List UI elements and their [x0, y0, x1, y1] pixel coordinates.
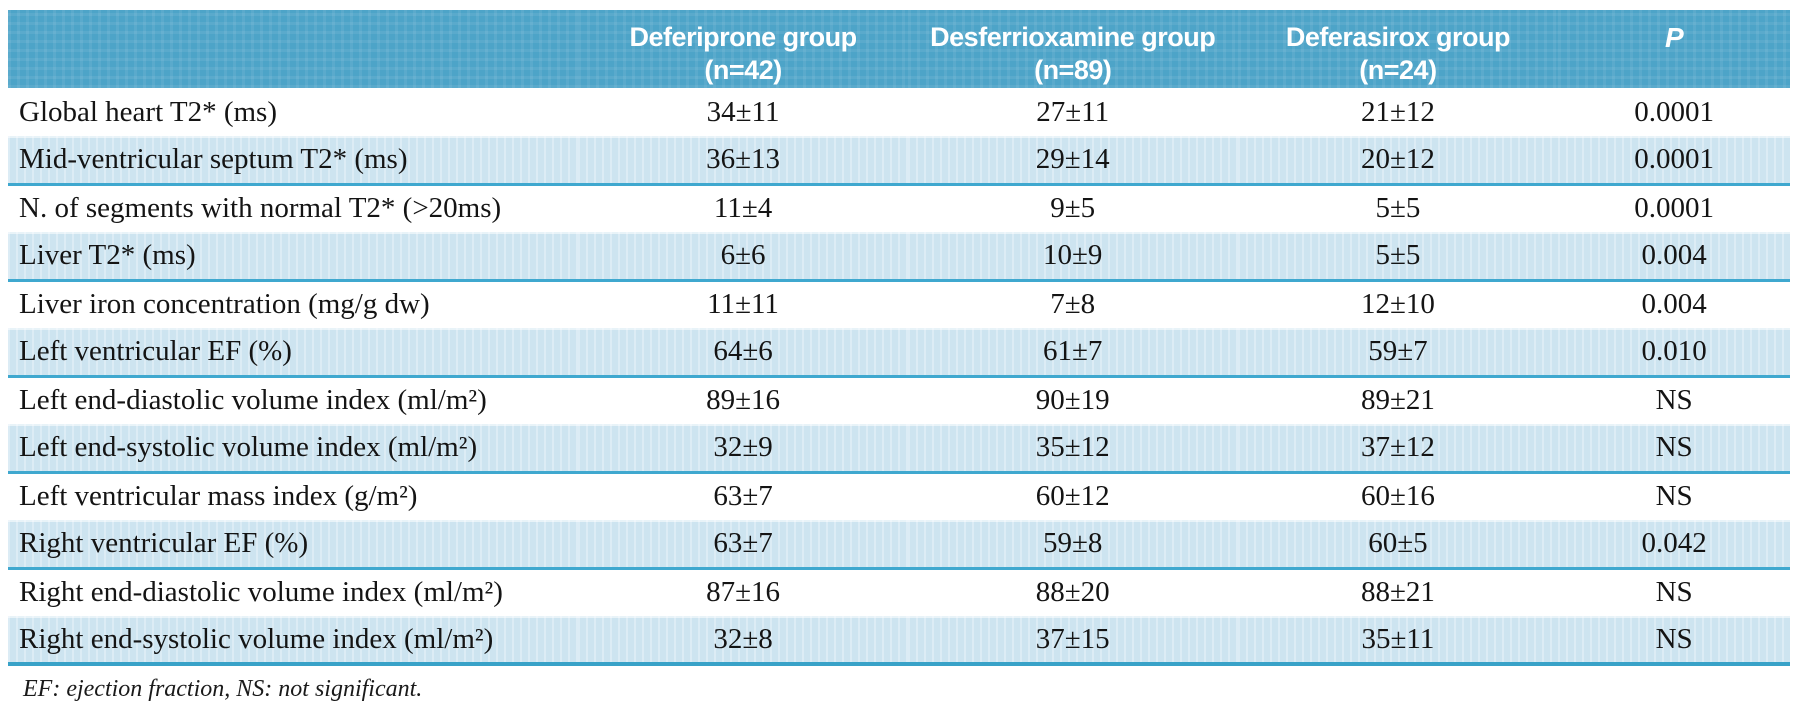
- deferasirox-value-cell: 59±7: [1237, 328, 1559, 378]
- deferasirox-value-cell: 12±10: [1360, 288, 1435, 321]
- row-label-cell: Global heart T2* (ms): [19, 95, 277, 128]
- desferrioxamine-value-cell: 10±9: [907, 232, 1238, 282]
- deferasirox-value-cell: 60±5: [1237, 520, 1559, 570]
- row-label-cell: Mid-ventricular septum T2* (ms): [8, 136, 579, 186]
- row-label-cell: Left ventricular EF (%): [8, 328, 579, 378]
- row-label-cell: Liver iron concentration (mg/g dw): [19, 288, 430, 321]
- desferrioxamine-value-cell: 60±12: [1035, 480, 1110, 513]
- table-row: Mid-ventricular septum T2* (ms) 36±13 29…: [8, 136, 1790, 186]
- column-header-label: Desferrioxamine group: [930, 22, 1216, 52]
- p-value-cell: NS: [1558, 616, 1790, 666]
- desferrioxamine-value-cell: 7±8: [1050, 288, 1096, 321]
- deferiprone-value-cell: 6±6: [578, 232, 908, 282]
- p-value-cell: 0.0001: [1634, 95, 1715, 128]
- deferasirox-value-cell: 5±5: [1237, 232, 1559, 282]
- row-label-cell: N. of segments with normal T2* (>20ms): [19, 192, 502, 225]
- column-header-label: Deferiprone group: [629, 22, 858, 52]
- deferasirox-value-cell: 37±12: [1237, 424, 1559, 474]
- deferasirox-value-cell: 89±21: [1360, 384, 1435, 417]
- deferiprone-value-cell: 63±7: [578, 520, 908, 570]
- deferiprone-value-cell: 34±11: [706, 95, 780, 128]
- table-row: Left ventricular mass index (g/m²) 63±7 …: [8, 472, 1790, 520]
- p-value-cell: NS: [1655, 480, 1693, 513]
- table-row: Liver iron concentration (mg/g dw) 11±11…: [8, 280, 1790, 328]
- results-table: Deferiprone group (n=42) Desferrioxamine…: [8, 10, 1790, 666]
- p-value-cell: NS: [1655, 576, 1693, 609]
- table-row: Right end-systolic volume index (ml/m²) …: [8, 616, 1790, 666]
- row-label-cell: Left ventricular mass index (g/m²): [19, 480, 418, 513]
- deferiprone-value-cell: 64±6: [578, 328, 908, 378]
- row-label-cell: Left end-diastolic volume index (ml/m²): [19, 384, 487, 417]
- column-header-empty: [8, 10, 579, 88]
- row-label-cell: Left end-systolic volume index (ml/m²): [8, 424, 579, 474]
- deferiprone-value-cell: 89±16: [706, 384, 781, 417]
- table-body: Global heart T2* (ms) 34±11 27±11 21±12 …: [8, 88, 1790, 666]
- row-label-cell: Liver T2* (ms): [8, 232, 579, 282]
- table-row: Liver T2* (ms) 6±6 10±9 5±5 0.004: [8, 232, 1790, 282]
- desferrioxamine-value-cell: 37±15: [907, 616, 1238, 666]
- table-row: Right end-diastolic volume index (ml/m²)…: [8, 568, 1790, 616]
- desferrioxamine-value-cell: 35±12: [907, 424, 1238, 474]
- column-header-deferasirox: Deferasirox group (n=24): [1237, 10, 1559, 88]
- desferrioxamine-value-cell: 90±19: [1035, 384, 1110, 417]
- column-header-deferiprone: Deferiprone group (n=42): [578, 10, 908, 88]
- column-header-desferrioxamine: Desferrioxamine group (n=89): [907, 10, 1238, 88]
- table-row: Left end-systolic volume index (ml/m²) 3…: [8, 424, 1790, 474]
- desferrioxamine-value-cell: 27±11: [1036, 95, 1110, 128]
- header-row: Deferiprone group (n=42) Desferrioxamine…: [8, 10, 1790, 88]
- desferrioxamine-value-cell: 9±5: [1050, 192, 1096, 225]
- deferasirox-value-cell: 88±21: [1360, 576, 1435, 609]
- p-value-cell: NS: [1558, 424, 1790, 474]
- deferasirox-value-cell: 20±12: [1237, 136, 1559, 186]
- deferiprone-value-cell: 63±7: [713, 480, 773, 513]
- deferasirox-value-cell: 35±11: [1237, 616, 1559, 666]
- table-row: Right ventricular EF (%) 63±7 59±8 60±5 …: [8, 520, 1790, 570]
- deferiprone-value-cell: 32±8: [578, 616, 908, 666]
- deferiprone-value-cell: 87±16: [706, 576, 781, 609]
- table-header: Deferiprone group (n=42) Desferrioxamine…: [8, 10, 1790, 88]
- column-header-n: (n=89): [1034, 55, 1112, 85]
- deferiprone-value-cell: 36±13: [578, 136, 908, 186]
- deferiprone-value-cell: 11±4: [713, 192, 773, 225]
- table-row: Global heart T2* (ms) 34±11 27±11 21±12 …: [8, 88, 1790, 136]
- column-header-n: (n=24): [1359, 55, 1437, 85]
- deferiprone-value-cell: 11±11: [707, 288, 779, 321]
- desferrioxamine-value-cell: 29±14: [907, 136, 1238, 186]
- p-value-cell: 0.0001: [1634, 192, 1715, 225]
- table-row: N. of segments with normal T2* (>20ms) 1…: [8, 184, 1790, 232]
- table-row: Left ventricular EF (%) 64±6 61±7 59±7 0…: [8, 328, 1790, 378]
- p-value-cell: NS: [1655, 384, 1693, 417]
- table-row: Left end-diastolic volume index (ml/m²) …: [8, 376, 1790, 424]
- row-label-cell: Right ventricular EF (%): [8, 520, 579, 570]
- p-value-cell: 0.004: [1641, 288, 1707, 321]
- deferiprone-value-cell: 32±9: [578, 424, 908, 474]
- column-header-label: P: [1665, 22, 1684, 53]
- row-label-cell: Right end-systolic volume index (ml/m²): [8, 616, 579, 666]
- desferrioxamine-value-cell: 61±7: [907, 328, 1238, 378]
- column-header-p-value: P: [1558, 10, 1790, 88]
- deferasirox-value-cell: 5±5: [1375, 192, 1421, 225]
- p-value-cell: 0.0001: [1558, 136, 1790, 186]
- desferrioxamine-value-cell: 88±20: [1035, 576, 1110, 609]
- footnote: EF: ejection fraction, NS: not significa…: [23, 676, 423, 702]
- p-value-cell: 0.042: [1558, 520, 1790, 570]
- column-header-n: (n=42): [704, 55, 782, 85]
- column-header-label: Deferasirox group: [1285, 22, 1511, 52]
- row-label-cell: Right end-diastolic volume index (ml/m²): [19, 576, 503, 609]
- p-value-cell: 0.010: [1558, 328, 1790, 378]
- desferrioxamine-value-cell: 59±8: [907, 520, 1238, 570]
- deferasirox-value-cell: 60±16: [1360, 480, 1435, 513]
- p-value-cell: 0.004: [1558, 232, 1790, 282]
- deferasirox-value-cell: 21±12: [1360, 95, 1435, 128]
